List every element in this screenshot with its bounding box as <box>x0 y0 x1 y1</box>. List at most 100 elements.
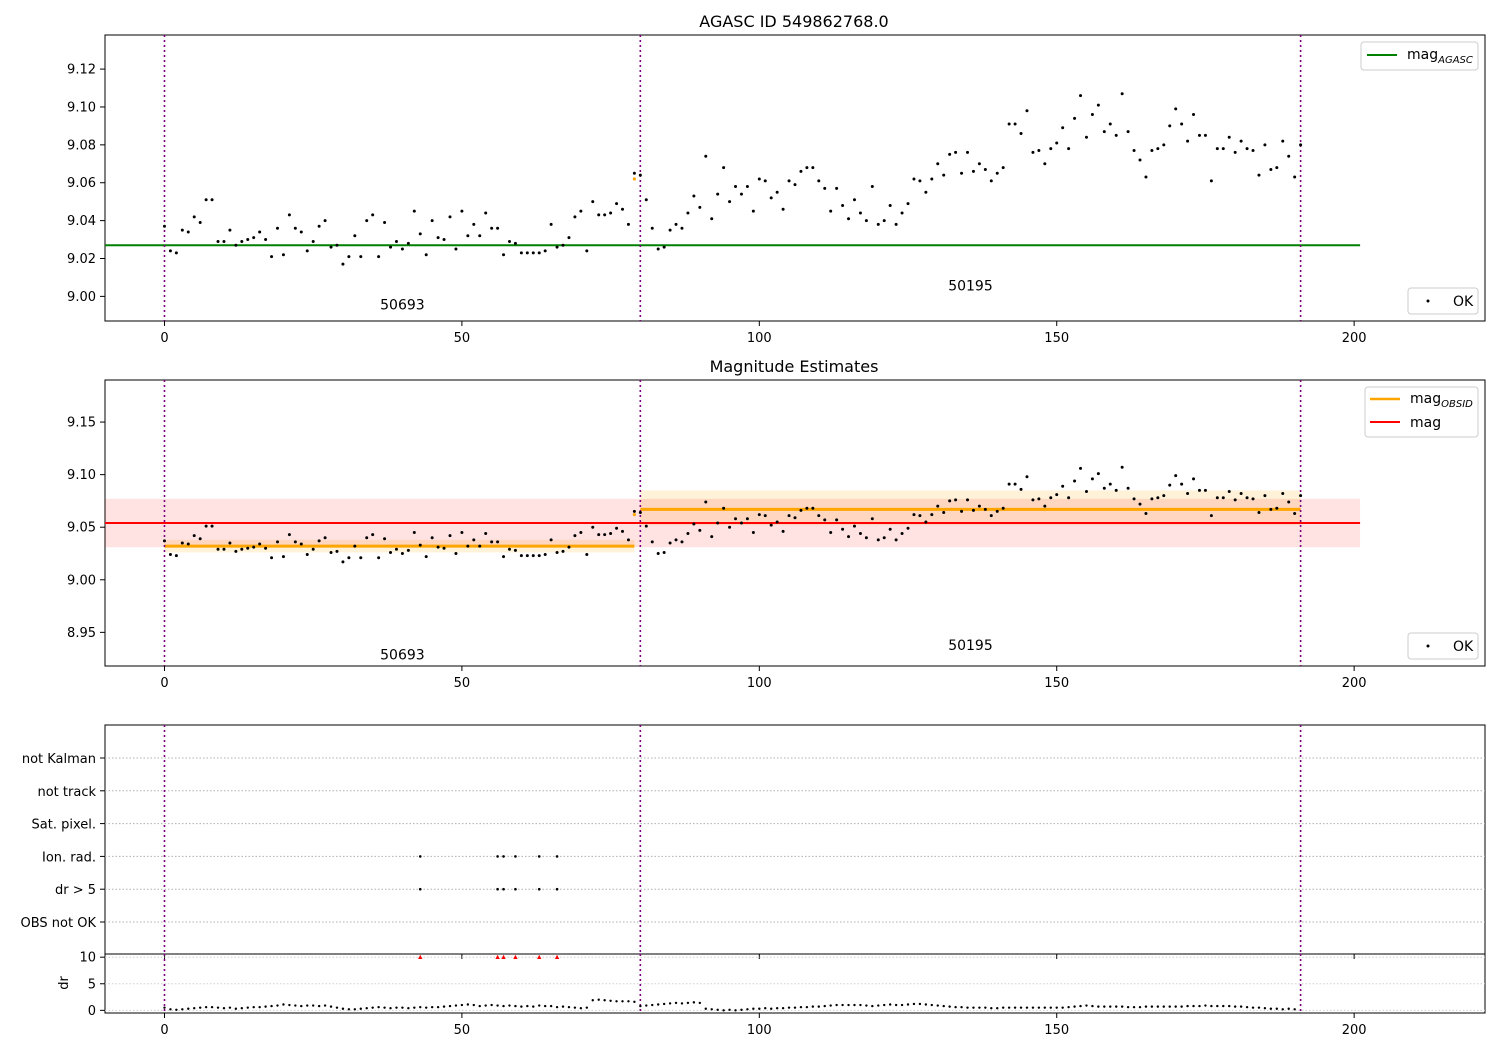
panel-flags: OBS not OK dr > 5 Ion. rad. Sat. pixel. not … <box>21 724 1486 959</box>
dr-point <box>1216 1004 1219 1008</box>
mag-point <box>1007 122 1011 126</box>
mag-point <box>847 217 851 221</box>
dr-point <box>865 1004 868 1007</box>
mag-point <box>311 547 315 551</box>
dr-point <box>198 1006 202 1009</box>
x-tick-label: 0 <box>160 331 168 346</box>
mag-point <box>644 198 648 202</box>
dr-point <box>490 1003 493 1007</box>
flag-point <box>514 855 517 858</box>
mag-point <box>924 190 928 194</box>
dr-point <box>1091 1004 1094 1008</box>
y-tick-label: 9.10 <box>67 468 96 483</box>
dr-point <box>758 1007 761 1010</box>
mag-point <box>496 226 500 230</box>
mag-point <box>704 154 708 158</box>
mag-point <box>1079 466 1083 470</box>
dr-point <box>609 999 612 1002</box>
dr-point <box>948 1005 951 1008</box>
x-tick-label: 150 <box>1044 676 1069 691</box>
mag-point <box>930 513 934 517</box>
mag-point <box>466 234 470 238</box>
mag-point <box>353 544 357 548</box>
dr-point <box>1025 1006 1029 1009</box>
flag-point <box>496 855 499 858</box>
mag-point <box>1269 507 1273 511</box>
mag-point <box>971 169 975 173</box>
mag-point <box>852 198 856 202</box>
obsid-label-50195: 50195 <box>948 638 993 654</box>
mag-point <box>1257 173 1261 177</box>
mag-point <box>686 211 690 215</box>
mag-point <box>739 521 743 525</box>
mag-point <box>234 549 238 553</box>
mag-point <box>894 538 898 542</box>
mag-point <box>228 228 232 232</box>
flag-point <box>418 887 422 891</box>
flag-point <box>502 855 505 858</box>
dr-point <box>359 1007 362 1010</box>
mag-point <box>1031 498 1035 502</box>
dr-point <box>1275 1007 1279 1010</box>
x-tick-label: 0 <box>160 1023 168 1038</box>
mag-point <box>466 544 470 548</box>
dr-point <box>1097 1005 1100 1008</box>
mag-point <box>264 546 268 550</box>
mag-point <box>507 239 511 243</box>
mag-point <box>1174 107 1178 111</box>
dr-point <box>662 1002 666 1006</box>
mag-point <box>412 530 416 534</box>
dr-point <box>1293 1008 1296 1011</box>
legend-mag-label: mag <box>1410 415 1441 431</box>
mag-point <box>1079 94 1083 98</box>
mag-point <box>852 524 856 528</box>
mag-point <box>841 203 845 207</box>
mag-point <box>823 186 827 190</box>
mag-point <box>632 171 636 175</box>
dr-point <box>502 1004 505 1008</box>
dr-point <box>484 1004 487 1007</box>
mag-point <box>210 524 214 528</box>
dr-point <box>930 1003 934 1007</box>
mag-point <box>710 217 714 221</box>
mag-point <box>954 150 958 154</box>
mag-point <box>835 186 839 190</box>
dr-point <box>621 1000 624 1003</box>
mag-point <box>389 245 393 249</box>
mag-point <box>644 524 648 528</box>
mag-point <box>751 209 755 213</box>
panel-agasc-ticks: 0 50 100 150 200 9.00 9.02 9.04 9.06 9.08 9.10 9.12 <box>67 63 1367 346</box>
mag-point <box>1257 510 1261 514</box>
mag-point <box>472 538 476 542</box>
mag-point <box>882 219 886 223</box>
mag-point <box>656 551 660 555</box>
dr-point <box>258 1005 261 1009</box>
dr-point <box>990 1007 993 1010</box>
mag-point <box>478 544 482 548</box>
mag-point <box>1227 135 1231 139</box>
mag-point <box>692 522 696 526</box>
legend-ok-1: OK <box>1407 287 1479 315</box>
mag-point <box>876 538 880 542</box>
dr-point <box>1239 1005 1243 1008</box>
mag-point <box>448 215 452 219</box>
mag-point <box>876 222 880 226</box>
mag-point <box>1102 130 1106 134</box>
x-tick-label: 200 <box>1342 676 1367 691</box>
mag-point <box>1055 141 1059 145</box>
dr-point <box>549 1004 553 1008</box>
mag-point <box>1096 472 1100 476</box>
mag-point <box>995 171 999 175</box>
y-tick-label: 9.00 <box>67 290 96 305</box>
mag-point <box>823 518 827 522</box>
panel-agasc-frame <box>104 34 1486 322</box>
dr-point <box>1180 1005 1183 1008</box>
mag-point <box>662 245 666 249</box>
dr-point <box>1037 1006 1041 1009</box>
mag-point <box>162 224 166 228</box>
mag-point <box>371 533 375 537</box>
dr-point <box>1001 1006 1005 1009</box>
dr-point <box>764 1007 767 1010</box>
panel-estimates-title: Magnitude Estimates <box>710 357 879 376</box>
dr-point <box>204 1005 208 1009</box>
